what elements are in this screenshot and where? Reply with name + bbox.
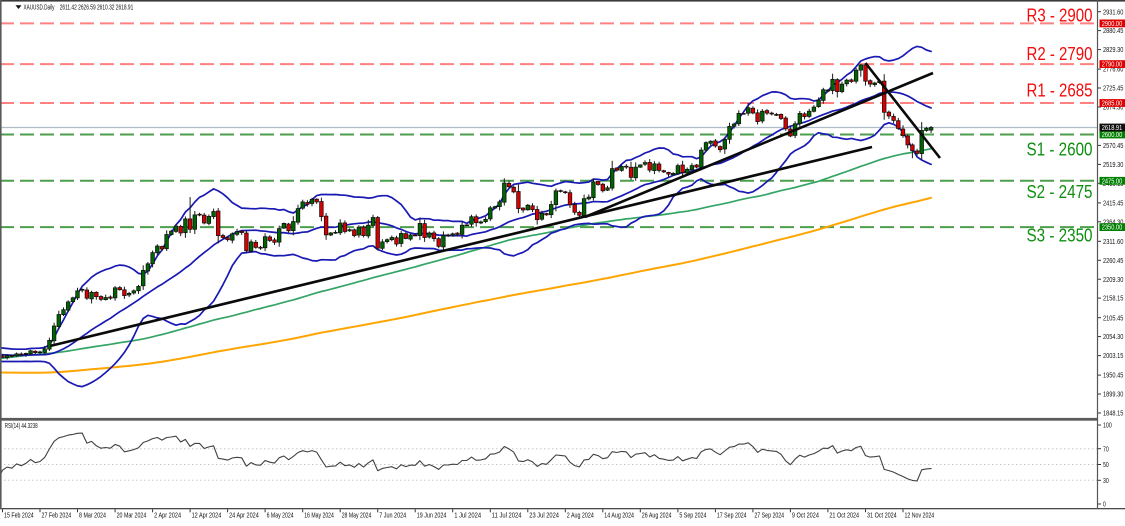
svg-text:8 Mar 2024: 8 Mar 2024 [79, 511, 106, 520]
svg-text:26 Aug 2024: 26 Aug 2024 [642, 511, 672, 520]
svg-text:24 Apr 2024: 24 Apr 2024 [229, 511, 259, 520]
svg-text:2475.00: 2475.00 [1102, 176, 1123, 185]
svg-text:16 May 2024: 16 May 2024 [304, 511, 334, 520]
svg-text:19 Jun 2024: 19 Jun 2024 [417, 511, 447, 520]
svg-text:2931.60: 2931.60 [1103, 7, 1123, 16]
svg-text:1 Jul 2024: 1 Jul 2024 [454, 511, 481, 520]
svg-text:1848.15: 1848.15 [1103, 409, 1123, 418]
svg-text:0: 0 [1103, 500, 1106, 509]
svg-text:2 Apr 2024: 2 Apr 2024 [154, 511, 181, 520]
svg-text:2900.00: 2900.00 [1102, 19, 1123, 28]
svg-text:5 Sep 2024: 5 Sep 2024 [679, 511, 706, 520]
svg-text:2685.00: 2685.00 [1102, 99, 1123, 108]
svg-text:2260.45: 2260.45 [1103, 256, 1123, 265]
svg-text:2 Aug 2024: 2 Aug 2024 [567, 511, 594, 520]
svg-text:1899.30: 1899.30 [1103, 390, 1123, 399]
svg-text:23 Jul 2024: 23 Jul 2024 [529, 511, 559, 520]
svg-text:6 May 2024: 6 May 2024 [267, 511, 294, 520]
svg-text:50: 50 [1103, 460, 1109, 469]
svg-text:2054.30: 2054.30 [1103, 332, 1123, 341]
svg-text:2519.30: 2519.30 [1103, 160, 1123, 169]
svg-text:2829.30: 2829.30 [1103, 45, 1123, 54]
svg-text:2725.45: 2725.45 [1103, 84, 1123, 93]
svg-text:2158.15: 2158.15 [1103, 294, 1123, 303]
svg-text:12 Apr 2024: 12 Apr 2024 [192, 511, 222, 520]
svg-text:2611.42 2626.59 2610.32 2618.9: 2611.42 2626.59 2610.32 2618.91 [60, 3, 134, 12]
svg-text:1950.45: 1950.45 [1103, 371, 1123, 380]
svg-text:27 Feb 2024: 27 Feb 2024 [42, 511, 72, 520]
svg-text:9 Oct 2024: 9 Oct 2024 [792, 511, 819, 520]
svg-text:2003.15: 2003.15 [1103, 351, 1123, 360]
svg-text:2105.45: 2105.45 [1103, 313, 1123, 322]
svg-text:20 Mar 2024: 20 Mar 2024 [117, 511, 147, 520]
svg-text:70: 70 [1103, 444, 1109, 453]
svg-text:28 May 2024: 28 May 2024 [342, 511, 372, 520]
svg-text:7 Jun 2024: 7 Jun 2024 [379, 511, 406, 520]
svg-text:12 Nov 2024: 12 Nov 2024 [905, 511, 935, 520]
svg-text:2790.00: 2790.00 [1102, 60, 1123, 69]
svg-text:S3 - 2350: S3 - 2350 [1027, 226, 1093, 246]
svg-text:R3 - 2900: R3 - 2900 [1027, 6, 1093, 26]
svg-text:2618.91: 2618.91 [1102, 123, 1123, 132]
svg-text:2570.45: 2570.45 [1103, 141, 1123, 150]
svg-text:S1 - 2600: S1 - 2600 [1027, 140, 1093, 160]
svg-text:30: 30 [1103, 476, 1109, 485]
svg-text:11 Jul 2024: 11 Jul 2024 [492, 511, 522, 520]
svg-text:2209.30: 2209.30 [1103, 275, 1123, 284]
svg-text:31 Oct 2024: 31 Oct 2024 [867, 511, 897, 520]
svg-text:15 Feb 2024: 15 Feb 2024 [4, 511, 34, 520]
svg-text:21 Oct 2024: 21 Oct 2024 [829, 511, 859, 520]
svg-text:100: 100 [1103, 421, 1112, 430]
svg-text:2311.60: 2311.60 [1103, 237, 1123, 246]
svg-text:27 Sep 2024: 27 Sep 2024 [754, 511, 784, 520]
svg-text:2415.45: 2415.45 [1103, 199, 1123, 208]
svg-text:S2 - 2475: S2 - 2475 [1027, 182, 1093, 202]
svg-text:2350.00: 2350.00 [1102, 223, 1123, 232]
svg-text:XAUUSD.Daily: XAUUSD.Daily [24, 3, 55, 12]
svg-text:R2 - 2790: R2 - 2790 [1027, 44, 1093, 64]
svg-text:RSI(14) 44.3238: RSI(14) 44.3238 [5, 421, 38, 430]
svg-text:17 Sep 2024: 17 Sep 2024 [717, 511, 747, 520]
svg-text:14 Aug 2024: 14 Aug 2024 [604, 511, 634, 520]
svg-text:R1 - 2685: R1 - 2685 [1027, 81, 1093, 101]
